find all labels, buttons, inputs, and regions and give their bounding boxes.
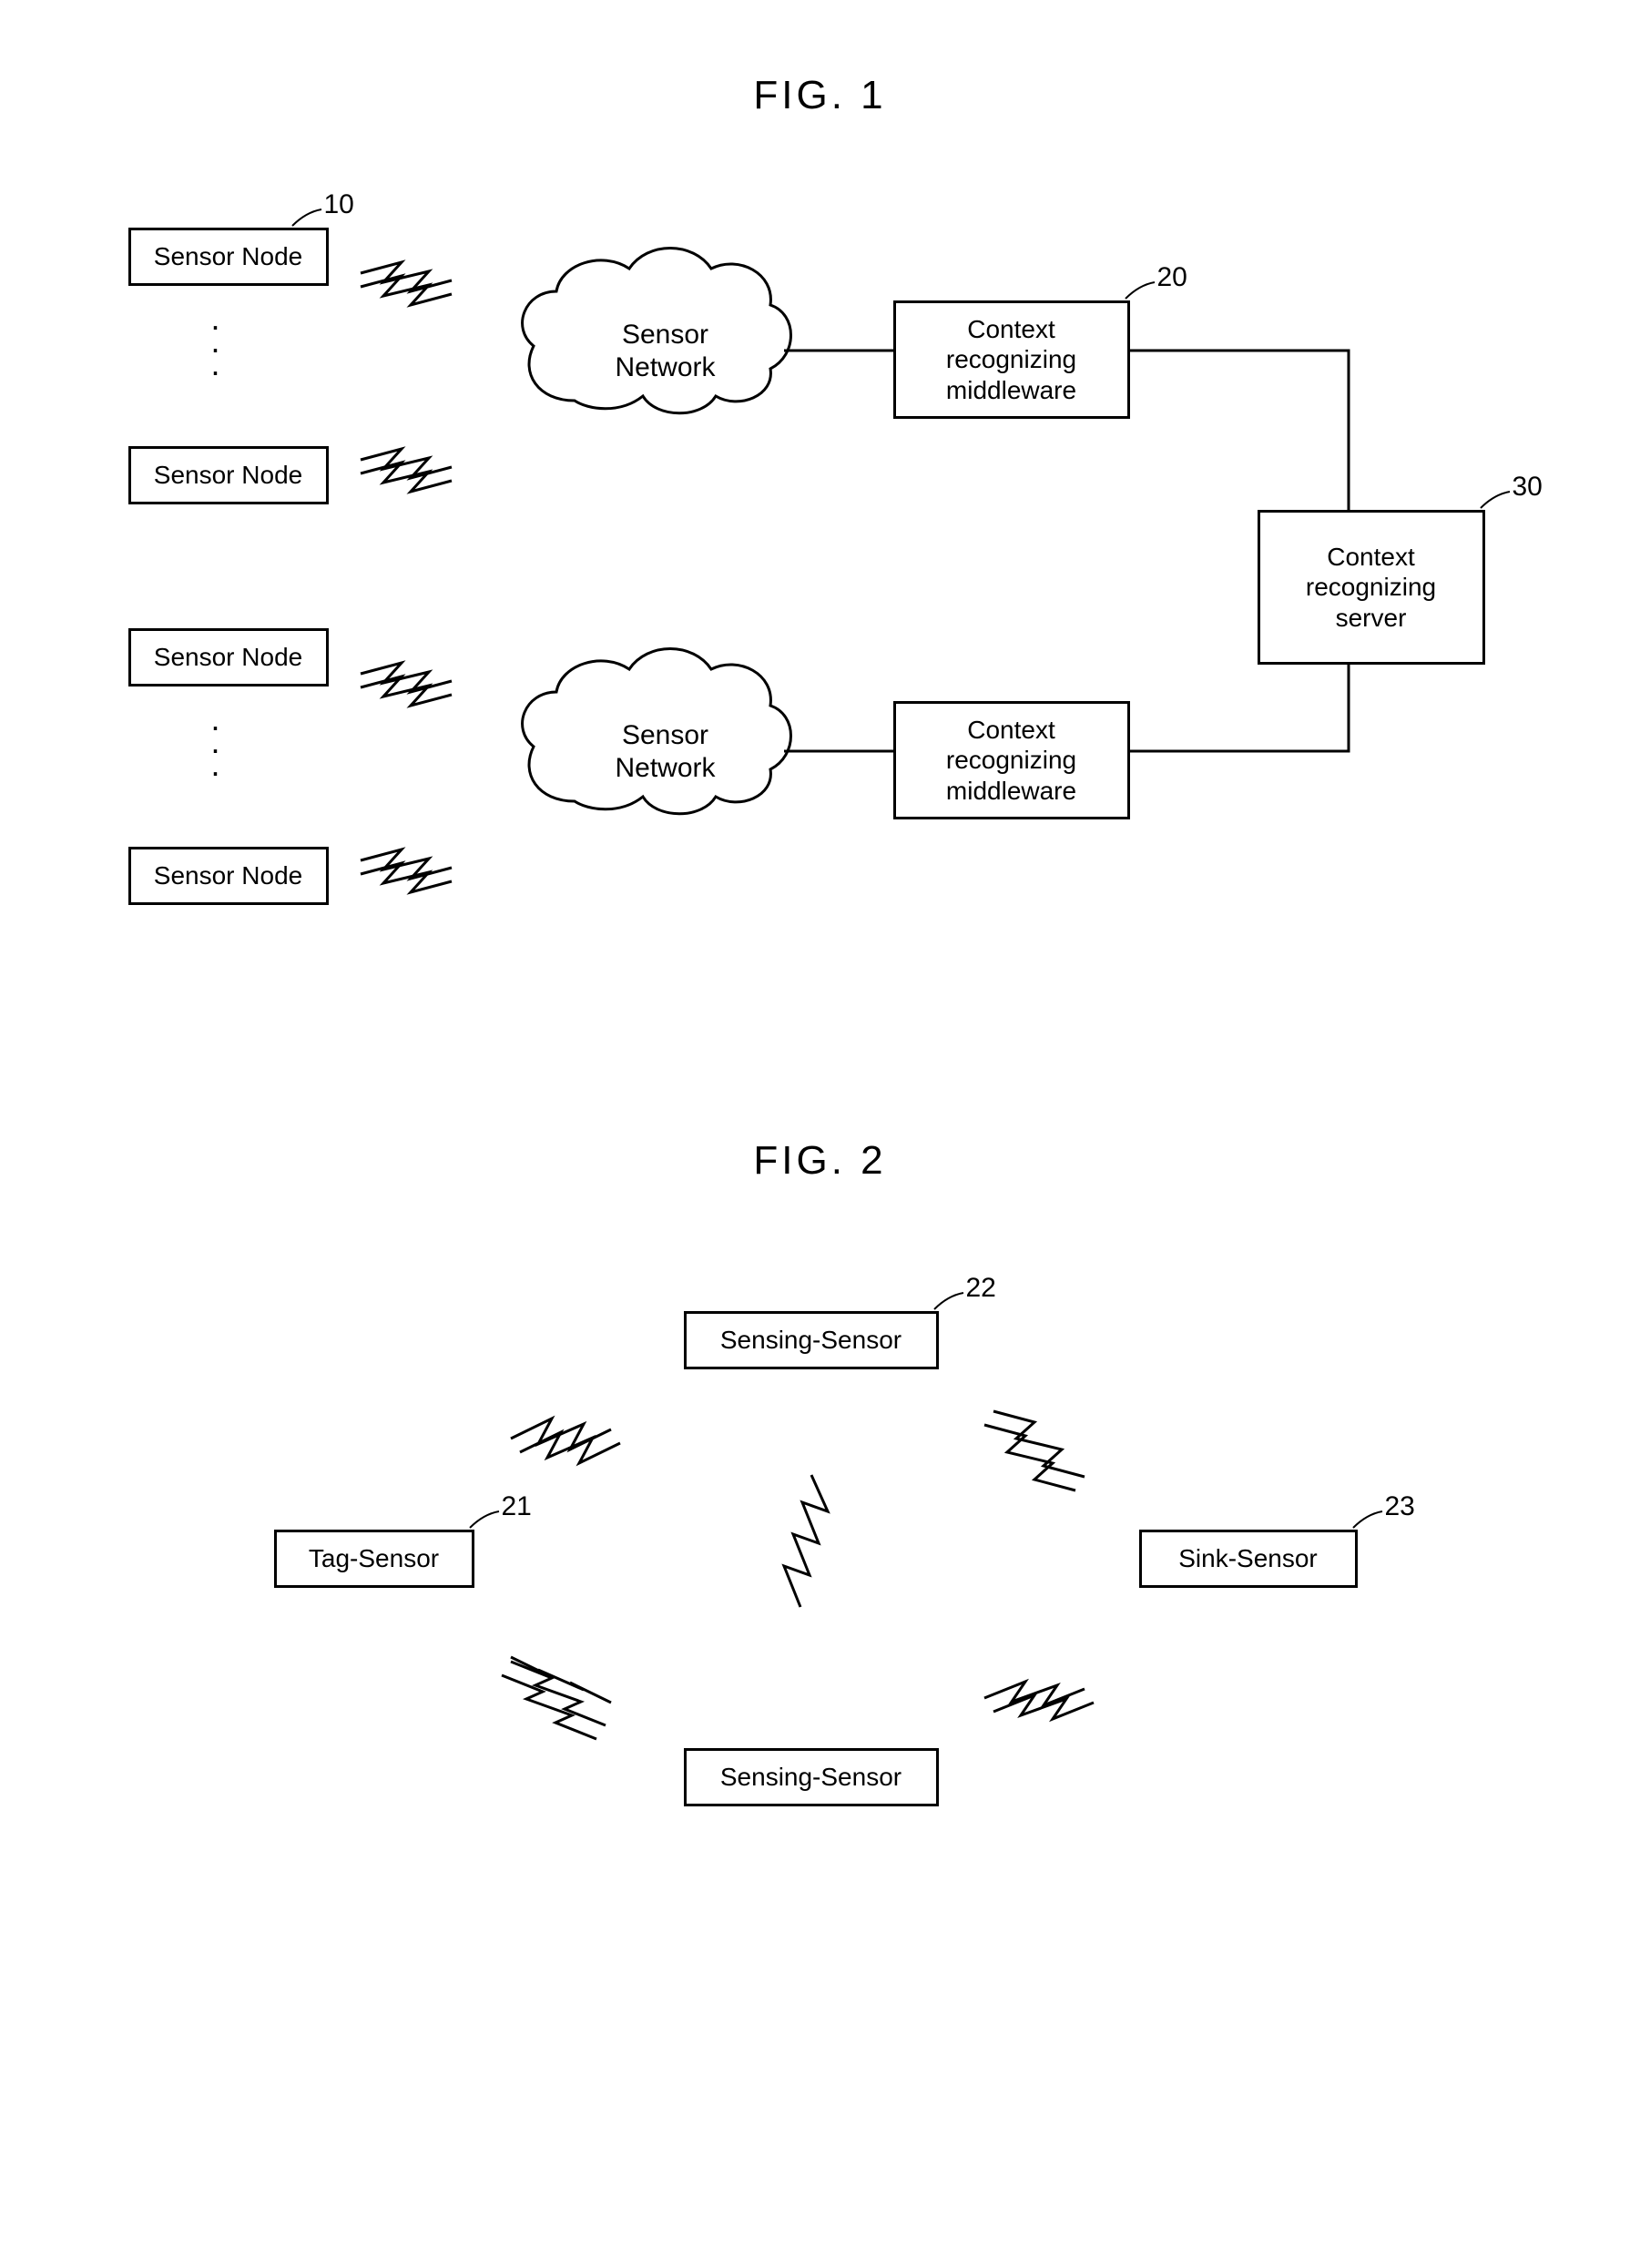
fig1-diagram: SensorNetwork SensorNetwork Sensor Node … <box>92 173 1549 992</box>
wireless-icon <box>361 663 452 692</box>
fig1-title: FIG. 1 <box>37 73 1604 118</box>
sensing-sensor-box: Sensing-Sensor <box>684 1748 939 1806</box>
ref-21: 21 <box>502 1491 532 1522</box>
ref-23: 23 <box>1385 1491 1415 1522</box>
wireless-icon <box>784 1475 828 1607</box>
middleware-box: Contextrecognizingmiddleware <box>893 701 1130 819</box>
cloud-2 <box>522 649 790 814</box>
server-box: Contextrecognizingserver <box>1258 510 1485 665</box>
wireless-icon <box>502 1675 596 1739</box>
wireless-icon <box>361 863 452 892</box>
ref-30: 30 <box>1513 472 1543 503</box>
ref20-leader <box>1126 282 1155 299</box>
ref-20: 20 <box>1157 262 1187 293</box>
middleware-box: Contextrecognizingmiddleware <box>893 300 1130 419</box>
ref10-leader <box>292 209 321 226</box>
sensor-node-box: Sensor Node <box>128 847 329 905</box>
wireless-icon <box>984 1682 1085 1705</box>
fig2-diagram: Sensing-Sensor Tag-Sensor Sink-Sensor Se… <box>183 1256 1458 1848</box>
wireless-icon <box>520 1432 620 1463</box>
ref21-leader <box>470 1511 499 1528</box>
fig2-title: FIG. 2 <box>37 1138 1604 1184</box>
ref22-leader <box>934 1293 963 1309</box>
wireless-icon <box>361 463 452 492</box>
ref30-leader <box>1481 492 1510 508</box>
sensor-node-box: Sensor Node <box>128 446 329 504</box>
sensing-sensor-box: Sensing-Sensor <box>684 1311 939 1369</box>
ref-22: 22 <box>966 1273 996 1304</box>
wireless-icon <box>361 276 452 305</box>
wireless-icon <box>361 449 452 478</box>
sink-sensor-box: Sink-Sensor <box>1139 1530 1358 1588</box>
wireless-icon <box>984 1425 1075 1490</box>
wireless-icon <box>361 676 452 706</box>
link-mw1-server <box>1130 351 1349 510</box>
wireless-icon <box>361 849 452 879</box>
wireless-icon <box>993 1411 1085 1477</box>
sensor-node-box: Sensor Node <box>128 228 329 286</box>
vdots: ··· <box>210 715 221 784</box>
wireless-icon <box>361 262 452 291</box>
wireless-icon <box>993 1695 1094 1719</box>
ref23-leader <box>1353 1511 1382 1528</box>
ref-10: 10 <box>324 189 354 220</box>
sensor-node-box: Sensor Node <box>128 628 329 687</box>
vdots: ··· <box>210 314 221 383</box>
cloud-1 <box>522 249 790 413</box>
tag-sensor-box: Tag-Sensor <box>274 1530 474 1588</box>
link-mw2-server <box>1130 665 1349 751</box>
